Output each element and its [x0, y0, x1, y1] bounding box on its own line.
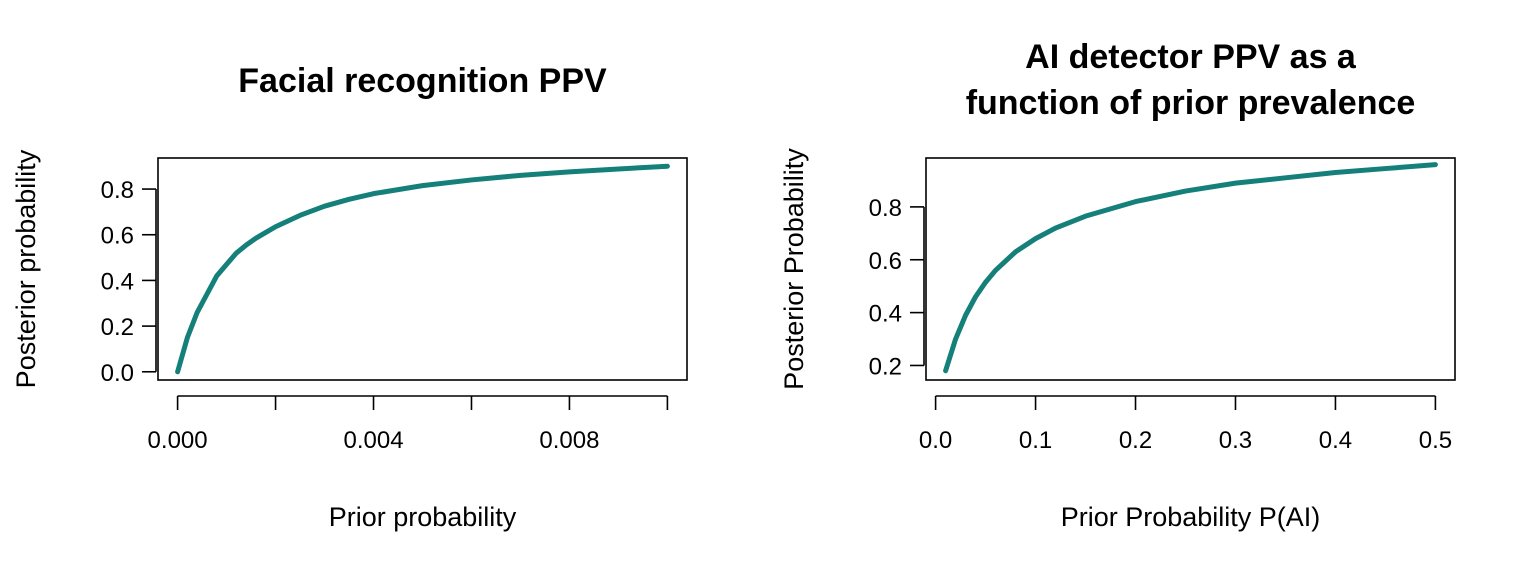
y-tick-label: 0.8 [101, 177, 134, 204]
series-line-1 [175, 163, 670, 375]
chart-title: AI detector PPV as a [1025, 38, 1357, 76]
x-tick-label: 0.1 [1019, 427, 1052, 454]
plot-frame [925, 157, 1456, 381]
y-axis-label: Posterior Probability [779, 148, 809, 390]
x-axis-label: Prior Probability P(AI) [1061, 502, 1321, 532]
y-tick-label: 0.6 [101, 223, 134, 250]
x-tick-label: 0.2 [1119, 427, 1152, 454]
y-tick-label: 0.8 [869, 195, 902, 222]
chart-panel-1: Facial recognition PPV 0.000 0.004 0.008 0.0… [11, 62, 688, 532]
plot-frame [157, 157, 688, 381]
x-tick-label: 0.000 [148, 427, 208, 454]
y-tick-label: 0.2 [101, 314, 134, 341]
x-tick-label: 0.008 [539, 427, 599, 454]
x-axis-label: Prior probability [329, 502, 517, 532]
y-tick-label: 0.4 [101, 268, 134, 295]
chart-title: function of prior prevalence [966, 84, 1416, 122]
x-tick-label: 0.004 [343, 427, 403, 454]
series-line-1 [943, 162, 1438, 374]
chart-panel-2: AI detector PPV as a function of prior pr… [779, 38, 1456, 532]
y-axis-label: Posterior probability [11, 149, 41, 388]
y-tick-label: 0.0 [101, 360, 134, 387]
y-tick-label: 0.2 [869, 353, 902, 380]
y-tick-label: 0.6 [869, 248, 902, 275]
x-tick-label: 0.0 [919, 427, 952, 454]
x-tick-label: 0.4 [1319, 427, 1352, 454]
y-tick-label: 0.4 [869, 301, 902, 328]
chart-title: Facial recognition PPV [238, 62, 607, 100]
x-tick-label: 0.5 [1419, 427, 1452, 454]
x-tick-label: 0.3 [1219, 427, 1252, 454]
